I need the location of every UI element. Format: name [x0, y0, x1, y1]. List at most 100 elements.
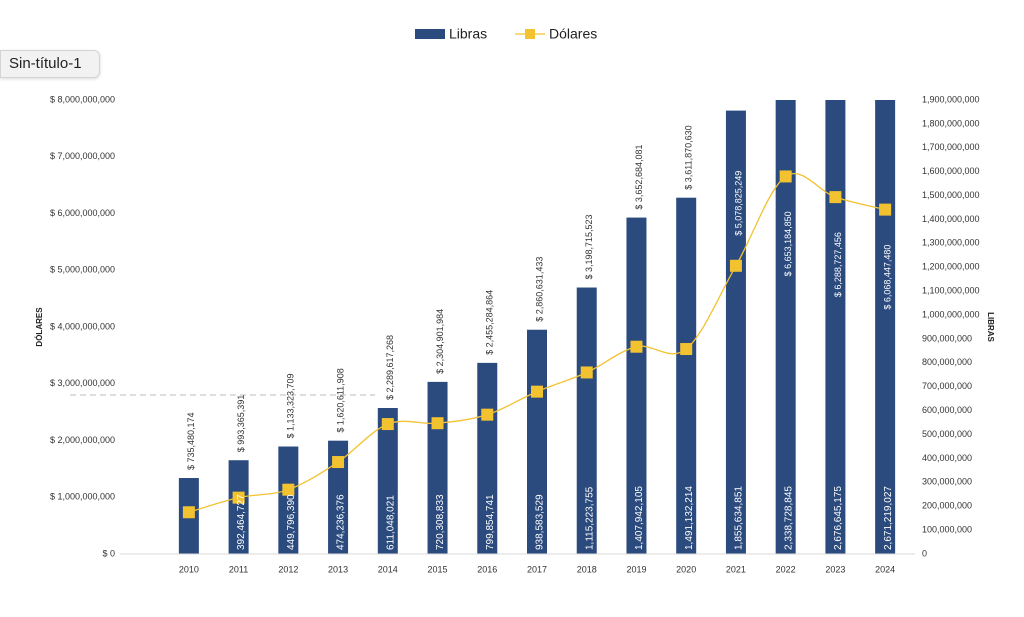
line-marker [431, 417, 444, 430]
y2-tick-label: 800,000,000 [922, 357, 972, 367]
bar [377, 407, 398, 554]
line-marker [381, 418, 394, 431]
line-value-label: $ 5,078,825,249 [733, 171, 743, 236]
bar [576, 287, 597, 554]
bar [775, 100, 796, 555]
plot-area [178, 100, 896, 555]
line-value-label: $ 3,198,715,523 [584, 214, 594, 279]
y2-tick-label: 1,300,000,000 [922, 238, 980, 248]
bar-value-label: 392,464,727 [236, 494, 247, 550]
document-tab[interactable]: Sin-título-1 [0, 50, 100, 78]
bar [676, 197, 697, 554]
bar [725, 110, 746, 554]
x-tick-label: 2017 [527, 564, 547, 574]
legend-swatch [415, 29, 445, 39]
y2-tick-label: 1,100,000,000 [922, 286, 980, 296]
line-value-label: $ 2,860,631,433 [534, 257, 544, 322]
x-tick-label: 2013 [328, 564, 348, 574]
line-marker [481, 408, 494, 421]
y2-tick-label: 1,400,000,000 [922, 214, 980, 224]
y-tick-label: $ 2,000,000,000 [50, 435, 115, 445]
line-marker [282, 483, 295, 496]
y2-tick-label: 500,000,000 [922, 429, 972, 439]
x-tick-label: 2012 [278, 564, 298, 574]
x-tick-label: 2019 [626, 564, 646, 574]
y2-tick-label: 0 [922, 548, 927, 558]
bar-value-label: 611,048,021 [385, 495, 396, 550]
line-value-label: $ 2,455,284,864 [485, 290, 495, 355]
bar-value-label: 1,115,223,755 [584, 486, 595, 550]
y2-tick-label: 200,000,000 [922, 501, 972, 511]
line-value-label: $ 6,068,447,480 [883, 245, 893, 310]
y-tick-label: $ 5,000,000,000 [50, 265, 115, 275]
line [188, 173, 886, 513]
y2-tick-label: 900,000,000 [922, 333, 972, 343]
line-value-label: $ 3,611,870,630 [684, 125, 694, 189]
x-tick-label: 2024 [875, 564, 895, 574]
y-tick-label: $ 0 [102, 548, 115, 558]
y2-tick-label: 300,000,000 [922, 477, 972, 487]
bar-value-label: 1,491,132,214 [684, 486, 695, 550]
legend-label: Libras [449, 26, 487, 42]
y2-tick-label: 1,800,000,000 [922, 118, 980, 128]
line-value-label: $ 993,365,391 [236, 395, 246, 453]
y-tick-label: $ 4,000,000,000 [50, 321, 115, 331]
legend-label: Dólares [549, 26, 597, 42]
bar-value-label: 2,338,728,845 [783, 486, 794, 550]
bar [626, 217, 647, 555]
bar-value-label: 1,407,942,105 [634, 486, 645, 550]
y2-tick-label: 600,000,000 [922, 405, 972, 415]
line-marker [879, 203, 892, 216]
y-tick-label: $ 3,000,000,000 [50, 378, 115, 388]
y2-tick-label: 1,500,000,000 [922, 190, 980, 200]
bar [328, 440, 349, 554]
x-tick-label: 2016 [477, 564, 497, 574]
y-tick-label: $ 1,000,000,000 [50, 492, 115, 502]
bar-value-label: 449,796,390 [286, 494, 297, 550]
y2-tick-label: 1,700,000,000 [922, 142, 980, 152]
y2-tick-label: 1,200,000,000 [922, 262, 980, 272]
y2-tick-label: 700,000,000 [922, 381, 972, 391]
bar-value-label: 799,854,741 [485, 494, 496, 550]
x-tick-label: 2018 [577, 564, 597, 574]
y2-tick-label: 100,000,000 [922, 524, 972, 534]
x-tick-label: 2011 [229, 564, 248, 574]
line-value-label: $ 2,289,617,268 [385, 335, 395, 400]
y-tick-label: $ 8,000,000,000 [50, 94, 115, 104]
y2-tick-label: 1,900,000,000 [922, 94, 980, 104]
line-marker [332, 456, 345, 469]
x-tick-label: 2023 [825, 564, 845, 574]
y-tick-label: $ 6,000,000,000 [50, 208, 115, 218]
x-tick-label: 2014 [378, 564, 398, 574]
bar-value-label: 1,855,634,851 [734, 486, 745, 550]
line-marker [729, 259, 742, 272]
x-tick-label: 2021 [726, 564, 746, 574]
y2-tick-label: 1,600,000,000 [922, 166, 980, 176]
bar [825, 100, 846, 555]
legend-swatch [525, 29, 535, 39]
bar-value-label: 720,308,833 [435, 494, 446, 550]
x-tick-label: 2022 [776, 564, 796, 574]
line-value-label: $ 1,620,611,908 [335, 368, 345, 432]
y2-tick-label: 1,000,000,000 [922, 309, 980, 319]
line-value-label: $ 2,304,901,984 [435, 309, 445, 374]
bar [228, 460, 249, 554]
bar-value-label: 2,676,645,175 [833, 486, 844, 550]
line-marker [580, 366, 593, 379]
line-value-label: $ 3,652,684,081 [634, 145, 644, 210]
line-value-label: $ 6,288,727,456 [833, 232, 843, 297]
y-axis-title: DÓLARES [35, 307, 44, 347]
x-tick-label: 2010 [179, 564, 199, 574]
line-value-label: $ 1,133,323,709 [286, 373, 296, 438]
bar-value-label: 938,583,529 [535, 494, 546, 550]
y-tick-label: $ 7,000,000,000 [50, 151, 115, 161]
line-marker [531, 385, 543, 398]
x-tick-label: 2020 [676, 564, 696, 574]
line-marker [779, 170, 792, 183]
line-marker [630, 340, 643, 353]
line-marker [829, 191, 842, 204]
line-marker [182, 506, 195, 519]
bar [278, 446, 299, 554]
